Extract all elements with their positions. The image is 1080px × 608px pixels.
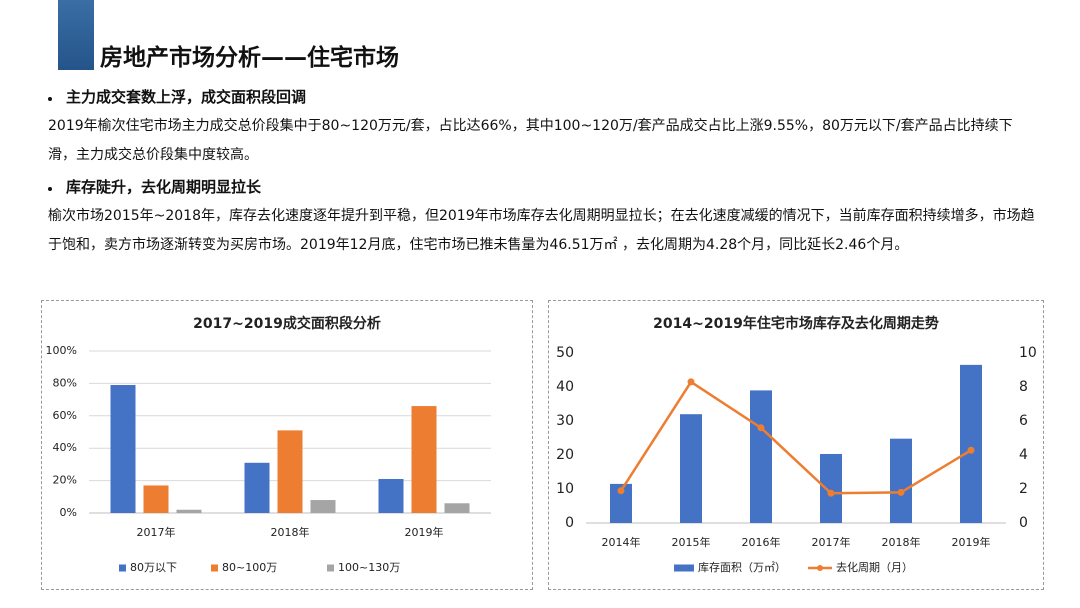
chart-box: 2017~2019成交面积段分析 0% 20% 40% 60% 80% 100% 2017年 2…: [41, 300, 533, 590]
line-marker: [967, 446, 975, 454]
y2-tick-label: 0: [1019, 515, 1028, 531]
bar: [310, 500, 336, 513]
x-tick-label: 2018年: [271, 525, 310, 539]
y-tick-label: 50: [556, 345, 574, 361]
legend-swatch: [327, 564, 334, 572]
line-marker: [757, 424, 765, 432]
x-tick-label: 2018年: [882, 535, 921, 549]
chart: 2014~2019年住宅市场库存及去化周期走势 0 10 20 30 40 50 0 2 4 6 8 1…: [556, 315, 1037, 574]
y-tick-label: 80%: [53, 376, 77, 389]
bar: [244, 462, 270, 513]
legend-swatch: [674, 564, 694, 572]
y-tick-label: 40: [556, 379, 574, 395]
section-heading: 库存陡升，去化周期明显拉长: [66, 178, 262, 196]
y-tick-label: 10: [556, 481, 574, 497]
x-tick-label: 2019年: [952, 535, 991, 549]
bar: [411, 406, 437, 513]
legend-marker: [817, 565, 823, 571]
line-marker: [897, 488, 905, 496]
x-tick-label: 2019年: [405, 525, 444, 539]
legend-swatch: [119, 564, 126, 572]
bar: [176, 509, 202, 513]
y-tick-label: 60%: [53, 409, 77, 422]
legend-swatch: [211, 564, 218, 572]
bar: [680, 414, 702, 523]
y-tick-label: 40%: [53, 441, 77, 454]
legend-label: 去化周期（月）: [836, 560, 913, 574]
y2-tick-label: 10: [1019, 345, 1037, 361]
bar: [820, 453, 842, 523]
y-tick-label: 100%: [46, 344, 77, 357]
line-marker: [687, 378, 695, 386]
chart-title: 2017~2019成交面积段分析: [193, 315, 381, 332]
chart-title: 2014~2019年住宅市场库存及去化周期走势: [653, 315, 939, 332]
line-marker: [827, 489, 835, 497]
x-tick-label: 2016年: [742, 535, 781, 549]
legend-label: 库存面积（万㎡）: [698, 560, 786, 574]
y-tick-label: 20%: [53, 474, 77, 487]
section-text: 2019年榆次住宅市场主力成交总价段集中于80~120万元/套，占比达66%，其…: [48, 118, 1013, 163]
y2-tick-label: 6: [1019, 413, 1028, 429]
section: 库存陡升，去化周期明显拉长 榆次市场2015年~2018年，库存去化速度逐年提升…: [48, 174, 1040, 260]
line: [619, 380, 972, 495]
y2-tick-label: 2: [1019, 481, 1028, 497]
y-tick-label: 20: [556, 447, 574, 463]
bar: [750, 390, 772, 523]
bar: [143, 485, 169, 513]
bar: [610, 483, 632, 523]
legend-label: 80万以下: [130, 561, 177, 574]
x-tick-label: 2014年: [602, 535, 641, 549]
section-text: 榆次市场2015年~2018年，库存去化速度逐年提升到平稳，但2019年市场库存…: [48, 208, 1035, 253]
bar: [444, 503, 470, 513]
legend-label: 80~100万: [222, 561, 277, 574]
x-tick-label: 2015年: [672, 535, 711, 549]
x-tick-label: 2017年: [812, 535, 851, 549]
section-heading: 主力成交套数上浮，成交面积段回调: [66, 88, 307, 106]
bar: [378, 478, 404, 513]
accent-block: [58, 0, 94, 70]
bar: [890, 438, 912, 523]
bar: [110, 385, 136, 513]
slide-title: 房地产市场分析——住宅市场: [100, 45, 399, 71]
chart-box: 2014~2019年住宅市场库存及去化周期走势 0 10 20 30 40 50 0 2 4 6 8 1…: [548, 300, 1044, 590]
y-tick-label: 0: [565, 515, 574, 531]
y2-tick-label: 8: [1019, 379, 1028, 395]
chart: 2017~2019成交面积段分析 0% 20% 40% 60% 80% 100% 2017年 2…: [46, 315, 491, 574]
y2-tick-label: 4: [1019, 447, 1028, 463]
y-tick-label: 0%: [60, 506, 77, 519]
line-marker: [617, 487, 625, 495]
x-tick-label: 2017年: [137, 525, 176, 539]
bar: [960, 364, 982, 523]
y-tick-label: 30: [556, 413, 574, 429]
section: 主力成交套数上浮，成交面积段回调 2019年榆次住宅市场主力成交总价段集中于80…: [48, 84, 1040, 170]
bar: [277, 430, 303, 513]
legend-label: 100~130万: [338, 561, 400, 574]
